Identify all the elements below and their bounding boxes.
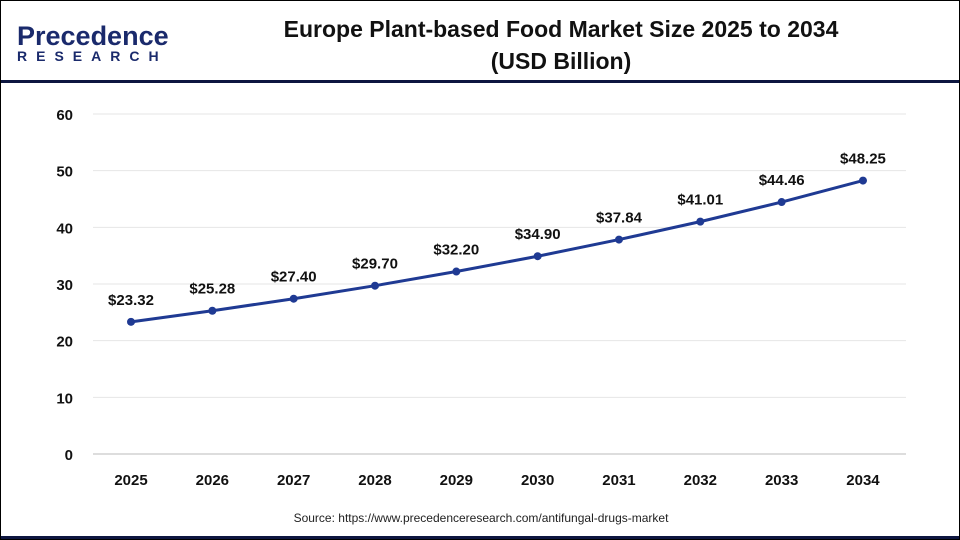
data-point [452, 267, 461, 276]
data-label: $29.70 [352, 256, 398, 273]
data-label: $23.32 [108, 292, 154, 309]
data-point [289, 294, 298, 303]
x-tick-label: 2025 [114, 472, 147, 489]
series-line [130, 179, 864, 324]
data-label: $41.01 [677, 192, 723, 209]
data-point [370, 281, 379, 290]
y-tick-label: 0 [65, 447, 73, 464]
logo-subtext: RESEARCH [17, 48, 168, 64]
data-point [614, 235, 623, 244]
data-point [533, 252, 542, 261]
y-tick-label: 60 [56, 107, 73, 124]
title-line-1: Europe Plant-based Food Market Size 2025… [283, 16, 839, 42]
header-divider [1, 80, 959, 83]
data-label: $37.84 [596, 210, 643, 227]
x-tick-label: 2033 [765, 472, 798, 489]
chart-title: Europe Plant-based Food Market Size 2025… [231, 13, 891, 77]
source-note: Source: https://www.precedenceresearch.c… [293, 511, 669, 525]
data-point [127, 317, 135, 326]
logo: Precedence RESEARCH [17, 21, 169, 64]
data-label: $32.20 [433, 242, 479, 259]
data-label: $34.90 [515, 226, 561, 243]
y-tick-label: 10 [56, 390, 73, 407]
x-tick-label: 2028 [358, 472, 391, 489]
data-point [777, 198, 786, 207]
data-label: $48.25 [840, 151, 886, 168]
data-label: $27.40 [271, 269, 317, 286]
data-point [208, 306, 217, 315]
x-tick-label: 2034 [846, 472, 880, 489]
y-tick-label: 40 [56, 220, 73, 237]
x-tick-label: 2031 [602, 472, 635, 489]
x-tick-label: 2030 [521, 472, 554, 489]
x-tick-label: 2032 [684, 472, 717, 489]
y-tick-label: 20 [56, 334, 73, 351]
y-tick-label: 30 [56, 277, 73, 294]
x-tick-label: 2026 [196, 472, 229, 489]
data-point [696, 217, 705, 226]
data-point [858, 176, 867, 185]
x-tick-label: 2027 [277, 472, 310, 489]
data-label: $44.46 [759, 172, 805, 189]
logo-text: Precedence [17, 21, 169, 51]
footer-divider [1, 536, 959, 539]
x-tick-label: 2029 [440, 472, 473, 489]
title-line-2: (USD Billion) [490, 48, 632, 74]
data-label: $25.28 [189, 281, 235, 298]
y-tick-label: 50 [56, 164, 73, 181]
